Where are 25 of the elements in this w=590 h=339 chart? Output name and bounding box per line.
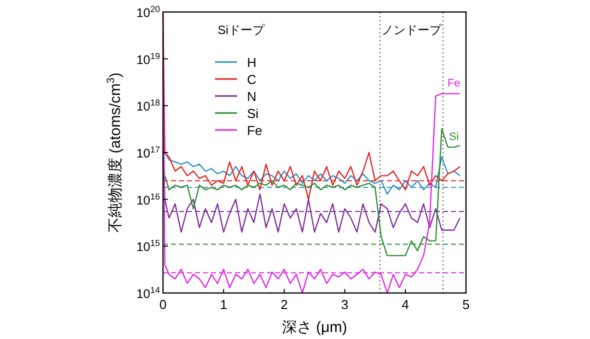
y-tick-label: 10$^{14}$ — [136, 285, 160, 301]
line-series — [164, 128, 461, 256]
x-tick-label: 0 — [159, 297, 167, 312]
x-tick-label: 4 — [402, 297, 410, 312]
x-tick-label: 5 — [462, 297, 470, 312]
y-tick-label: 10$^{18}$ — [136, 98, 160, 114]
y-tick-label: 10$^{17}$ — [136, 144, 160, 160]
y-tick-label: 10$^{19}$ — [136, 50, 160, 67]
legend-label: H — [247, 55, 256, 70]
y-tick-label: 10$^{20}$ — [136, 4, 160, 20]
annotation: Fe — [447, 78, 460, 90]
x-tick-label: 2 — [280, 297, 288, 312]
annotation: ノンドープ — [381, 23, 442, 37]
legend-label: C — [247, 72, 256, 87]
annotation: Siドープ — [218, 23, 266, 37]
line-series — [164, 152, 461, 195]
x-tick-label: 3 — [341, 297, 348, 312]
legend-label: Si — [247, 106, 259, 121]
x-tick-label: 1 — [220, 297, 228, 312]
legend-label: N — [247, 89, 256, 104]
annotation: Si — [448, 131, 459, 144]
y-tick-label: 10$^{16}$ — [136, 191, 160, 208]
x-axis-title: 深さ (μm) — [282, 319, 348, 336]
y-tick-label: 10$^{15}$ — [136, 238, 160, 254]
legend-label: Fe — [247, 123, 262, 138]
